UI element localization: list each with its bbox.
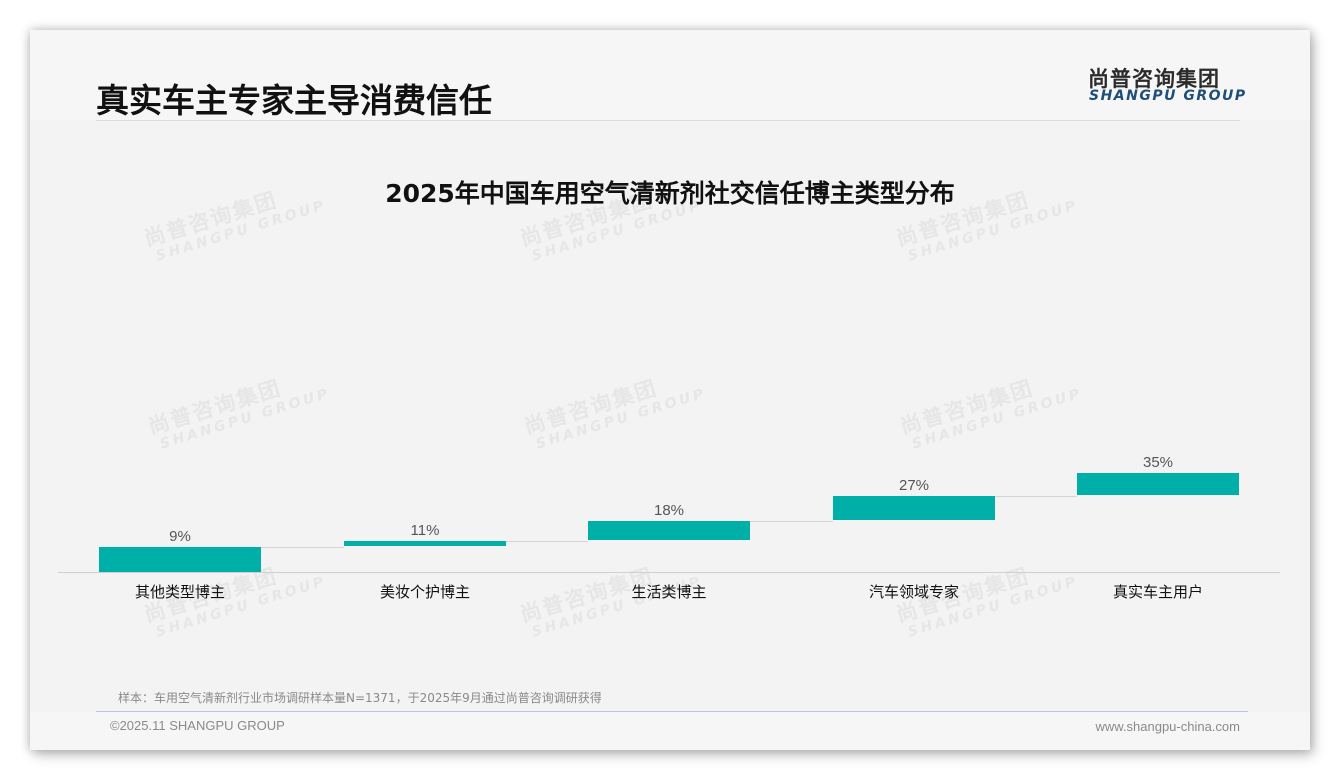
category-label: 真实车主用户 xyxy=(1112,583,1203,601)
bar-value-label: 18% xyxy=(653,502,685,520)
watermark: 尚普咨询集团 SHANGPU GROUP xyxy=(145,375,333,453)
header-divider xyxy=(96,120,1240,121)
bar-value-label: 11% xyxy=(410,521,440,539)
copyright-text: ©2025.11 SHANGPU GROUP xyxy=(110,718,285,733)
category-label: 汽车领域专家 xyxy=(868,583,959,601)
website-text: www.shangpu-china.com xyxy=(1095,719,1240,734)
bar xyxy=(344,540,506,546)
company-logo-cn: 尚普咨询集团 xyxy=(1088,67,1220,91)
x-axis-line xyxy=(58,572,1280,573)
category-label: 生活类博主 xyxy=(631,583,707,601)
bar-value-label: 35% xyxy=(1142,453,1174,471)
bar-value-label: 9% xyxy=(169,527,191,545)
bar xyxy=(833,495,995,521)
bar-value-label: 27% xyxy=(898,476,930,494)
connector-line xyxy=(995,495,1077,497)
header-band xyxy=(30,30,1310,120)
chart-title: 2025年中国车用空气清新剂社交信任博主类型分布 xyxy=(385,179,955,208)
slide-card: 真实车主专家主导消费信任 尚普咨询集团 SHANGPU GROUP 尚普咨询集团… xyxy=(30,30,1310,750)
sample-note: 样本：车用空气清新剂行业市场调研样本量N=1371，于2025年9月通过尚普咨询… xyxy=(118,691,602,705)
footer-divider xyxy=(96,711,1248,712)
category-label: 其他类型博主 xyxy=(134,583,225,601)
connector-line xyxy=(506,540,588,542)
bar xyxy=(99,546,261,572)
bar xyxy=(588,521,750,540)
company-logo-en: SHANGPU GROUP xyxy=(1089,88,1247,104)
footer-band xyxy=(30,712,1310,750)
bar xyxy=(1077,472,1239,495)
category-label: 美妆个护博主 xyxy=(379,583,470,601)
connector-line xyxy=(750,521,833,523)
watermark: 尚普咨询集团 SHANGPU GROUP xyxy=(521,375,709,453)
page-title: 真实车主专家主导消费信任 xyxy=(96,81,492,120)
watermark: 尚普咨询集团 SHANGPU GROUP xyxy=(897,375,1085,453)
connector-line xyxy=(261,546,344,548)
